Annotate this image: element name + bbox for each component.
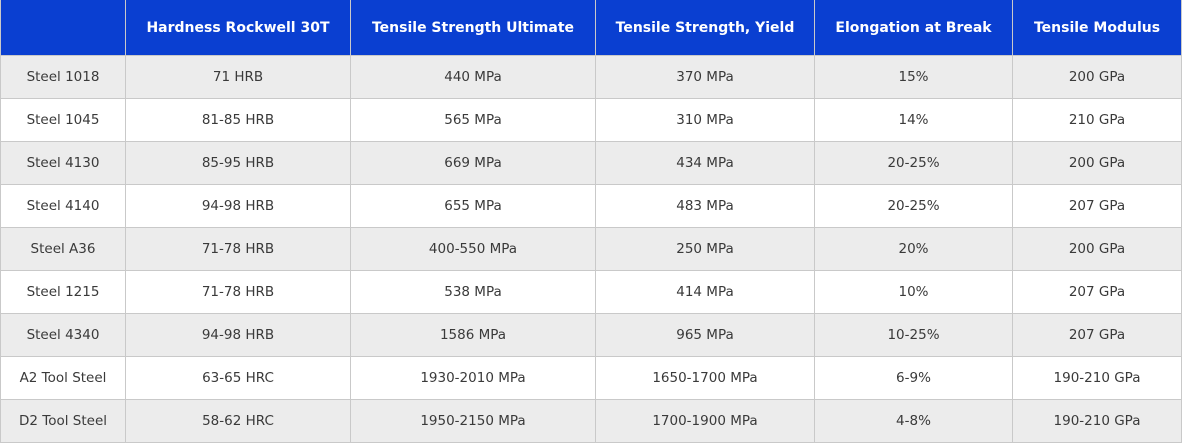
elongation-cell: 20-25% [814,184,1013,228]
table-row: Steel 1045 81-85 HRB 565 MPa 310 MPa 14%… [0,98,1182,142]
tensile-ultimate-cell: 655 MPa [350,184,596,228]
tensile-modulus-cell: 190-210 GPa [1012,356,1182,400]
header-tensile-modulus: Tensile Modulus [1012,0,1182,56]
material-name-cell: Steel 4130 [0,141,126,185]
table-body: Steel 1018 71 HRB 440 MPa 370 MPa 15% 20… [0,55,1182,443]
elongation-cell: 20% [814,227,1013,271]
material-name-cell: A2 Tool Steel [0,356,126,400]
header-tensile-ultimate: Tensile Strength Ultimate [350,0,596,56]
tensile-ultimate-cell: 1586 MPa [350,313,596,357]
tensile-ultimate-cell: 440 MPa [350,55,596,99]
header-hardness: Hardness Rockwell 30T [125,0,351,56]
material-name-cell: D2 Tool Steel [0,399,126,443]
tensile-ultimate-cell: 565 MPa [350,98,596,142]
tensile-yield-cell: 483 MPa [595,184,815,228]
hardness-cell: 63-65 HRC [125,356,351,400]
table-row: Steel 1215 71-78 HRB 538 MPa 414 MPa 10%… [0,270,1182,314]
tensile-modulus-cell: 200 GPa [1012,227,1182,271]
header-tensile-yield: Tensile Strength, Yield [595,0,815,56]
tensile-ultimate-cell: 400-550 MPa [350,227,596,271]
tensile-modulus-cell: 190-210 GPa [1012,399,1182,443]
tensile-yield-cell: 1700-1900 MPa [595,399,815,443]
tensile-modulus-cell: 207 GPa [1012,313,1182,357]
material-name-cell: Steel A36 [0,227,126,271]
tensile-ultimate-cell: 669 MPa [350,141,596,185]
tensile-yield-cell: 414 MPa [595,270,815,314]
hardness-cell: 71-78 HRB [125,227,351,271]
table-row: A2 Tool Steel 63-65 HRC 1930-2010 MPa 16… [0,356,1182,400]
elongation-cell: 20-25% [814,141,1013,185]
table-row: Steel 4140 94-98 HRB 655 MPa 483 MPa 20-… [0,184,1182,228]
material-name-cell: Steel 4340 [0,313,126,357]
tensile-modulus-cell: 200 GPa [1012,55,1182,99]
tensile-modulus-cell: 207 GPa [1012,184,1182,228]
material-name-cell: Steel 4140 [0,184,126,228]
table-row: D2 Tool Steel 58-62 HRC 1950-2150 MPa 17… [0,399,1182,443]
tensile-yield-cell: 370 MPa [595,55,815,99]
tensile-modulus-cell: 207 GPa [1012,270,1182,314]
tensile-modulus-cell: 210 GPa [1012,98,1182,142]
elongation-cell: 10% [814,270,1013,314]
tensile-yield-cell: 1650-1700 MPa [595,356,815,400]
table-row: Steel 4340 94-98 HRB 1586 MPa 965 MPa 10… [0,313,1182,357]
hardness-cell: 81-85 HRB [125,98,351,142]
tensile-yield-cell: 310 MPa [595,98,815,142]
tensile-ultimate-cell: 1950-2150 MPa [350,399,596,443]
elongation-cell: 15% [814,55,1013,99]
table-header: Hardness Rockwell 30T Tensile Strength U… [0,0,1182,56]
tensile-yield-cell: 250 MPa [595,227,815,271]
tensile-modulus-cell: 200 GPa [1012,141,1182,185]
elongation-cell: 6-9% [814,356,1013,400]
hardness-cell: 94-98 HRB [125,184,351,228]
hardness-cell: 94-98 HRB [125,313,351,357]
tensile-yield-cell: 965 MPa [595,313,815,357]
header-row: Hardness Rockwell 30T Tensile Strength U… [0,0,1182,56]
material-name-cell: Steel 1045 [0,98,126,142]
material-name-cell: Steel 1018 [0,55,126,99]
hardness-cell: 58-62 HRC [125,399,351,443]
elongation-cell: 10-25% [814,313,1013,357]
hardness-cell: 71 HRB [125,55,351,99]
hardness-cell: 85-95 HRB [125,141,351,185]
table-row: Steel 1018 71 HRB 440 MPa 370 MPa 15% 20… [0,55,1182,99]
table-row: Steel A36 71-78 HRB 400-550 MPa 250 MPa … [0,227,1182,271]
elongation-cell: 14% [814,98,1013,142]
hardness-cell: 71-78 HRB [125,270,351,314]
elongation-cell: 4-8% [814,399,1013,443]
tensile-ultimate-cell: 1930-2010 MPa [350,356,596,400]
material-name-cell: Steel 1215 [0,270,126,314]
tensile-yield-cell: 434 MPa [595,141,815,185]
table-row: Steel 4130 85-95 HRB 669 MPa 434 MPa 20-… [0,141,1182,185]
tensile-ultimate-cell: 538 MPa [350,270,596,314]
header-elongation: Elongation at Break [814,0,1013,56]
header-corner [0,0,126,56]
